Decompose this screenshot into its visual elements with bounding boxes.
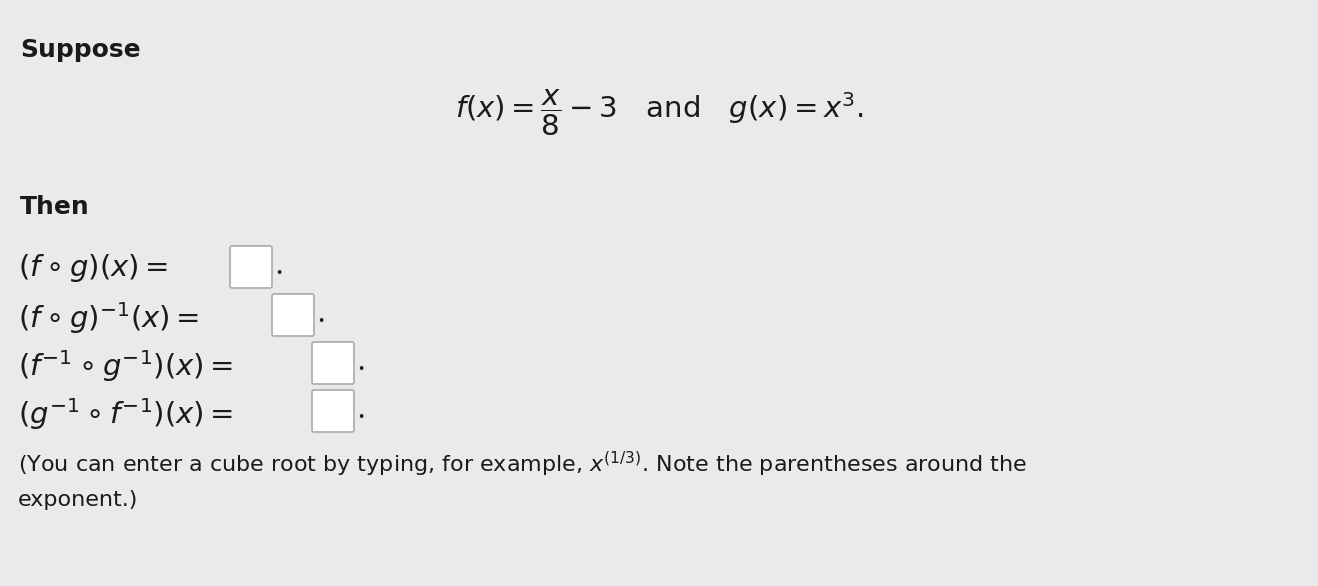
Text: $(g^{-1} \circ f^{-1})(x) =$: $(g^{-1} \circ f^{-1})(x) =$ [18,396,233,432]
Text: $(f \circ g)(x) =$: $(f \circ g)(x) =$ [18,252,169,284]
Text: $(f \circ g)^{-1}(x) =$: $(f \circ g)^{-1}(x) =$ [18,300,199,336]
Text: .: . [274,253,283,280]
Text: .: . [356,348,365,376]
Text: .: . [356,396,365,424]
Text: exponent.): exponent.) [18,490,138,510]
Text: (You can enter a cube root by typing, for example, $x^{(1/3)}$. Note the parenth: (You can enter a cube root by typing, fo… [18,450,1027,479]
Text: .: . [316,300,326,328]
Text: $f(x) = \dfrac{x}{8} - 3 \quad \mathrm{and} \quad g(x) = x^3.$: $f(x) = \dfrac{x}{8} - 3 \quad \mathrm{a… [455,88,863,138]
Text: Suppose: Suppose [20,38,141,62]
FancyBboxPatch shape [231,246,272,288]
Text: Then: Then [20,195,90,219]
FancyBboxPatch shape [312,390,355,432]
FancyBboxPatch shape [272,294,314,336]
FancyBboxPatch shape [312,342,355,384]
Text: $(f^{-1} \circ g^{-1})(x) =$: $(f^{-1} \circ g^{-1})(x) =$ [18,348,233,384]
